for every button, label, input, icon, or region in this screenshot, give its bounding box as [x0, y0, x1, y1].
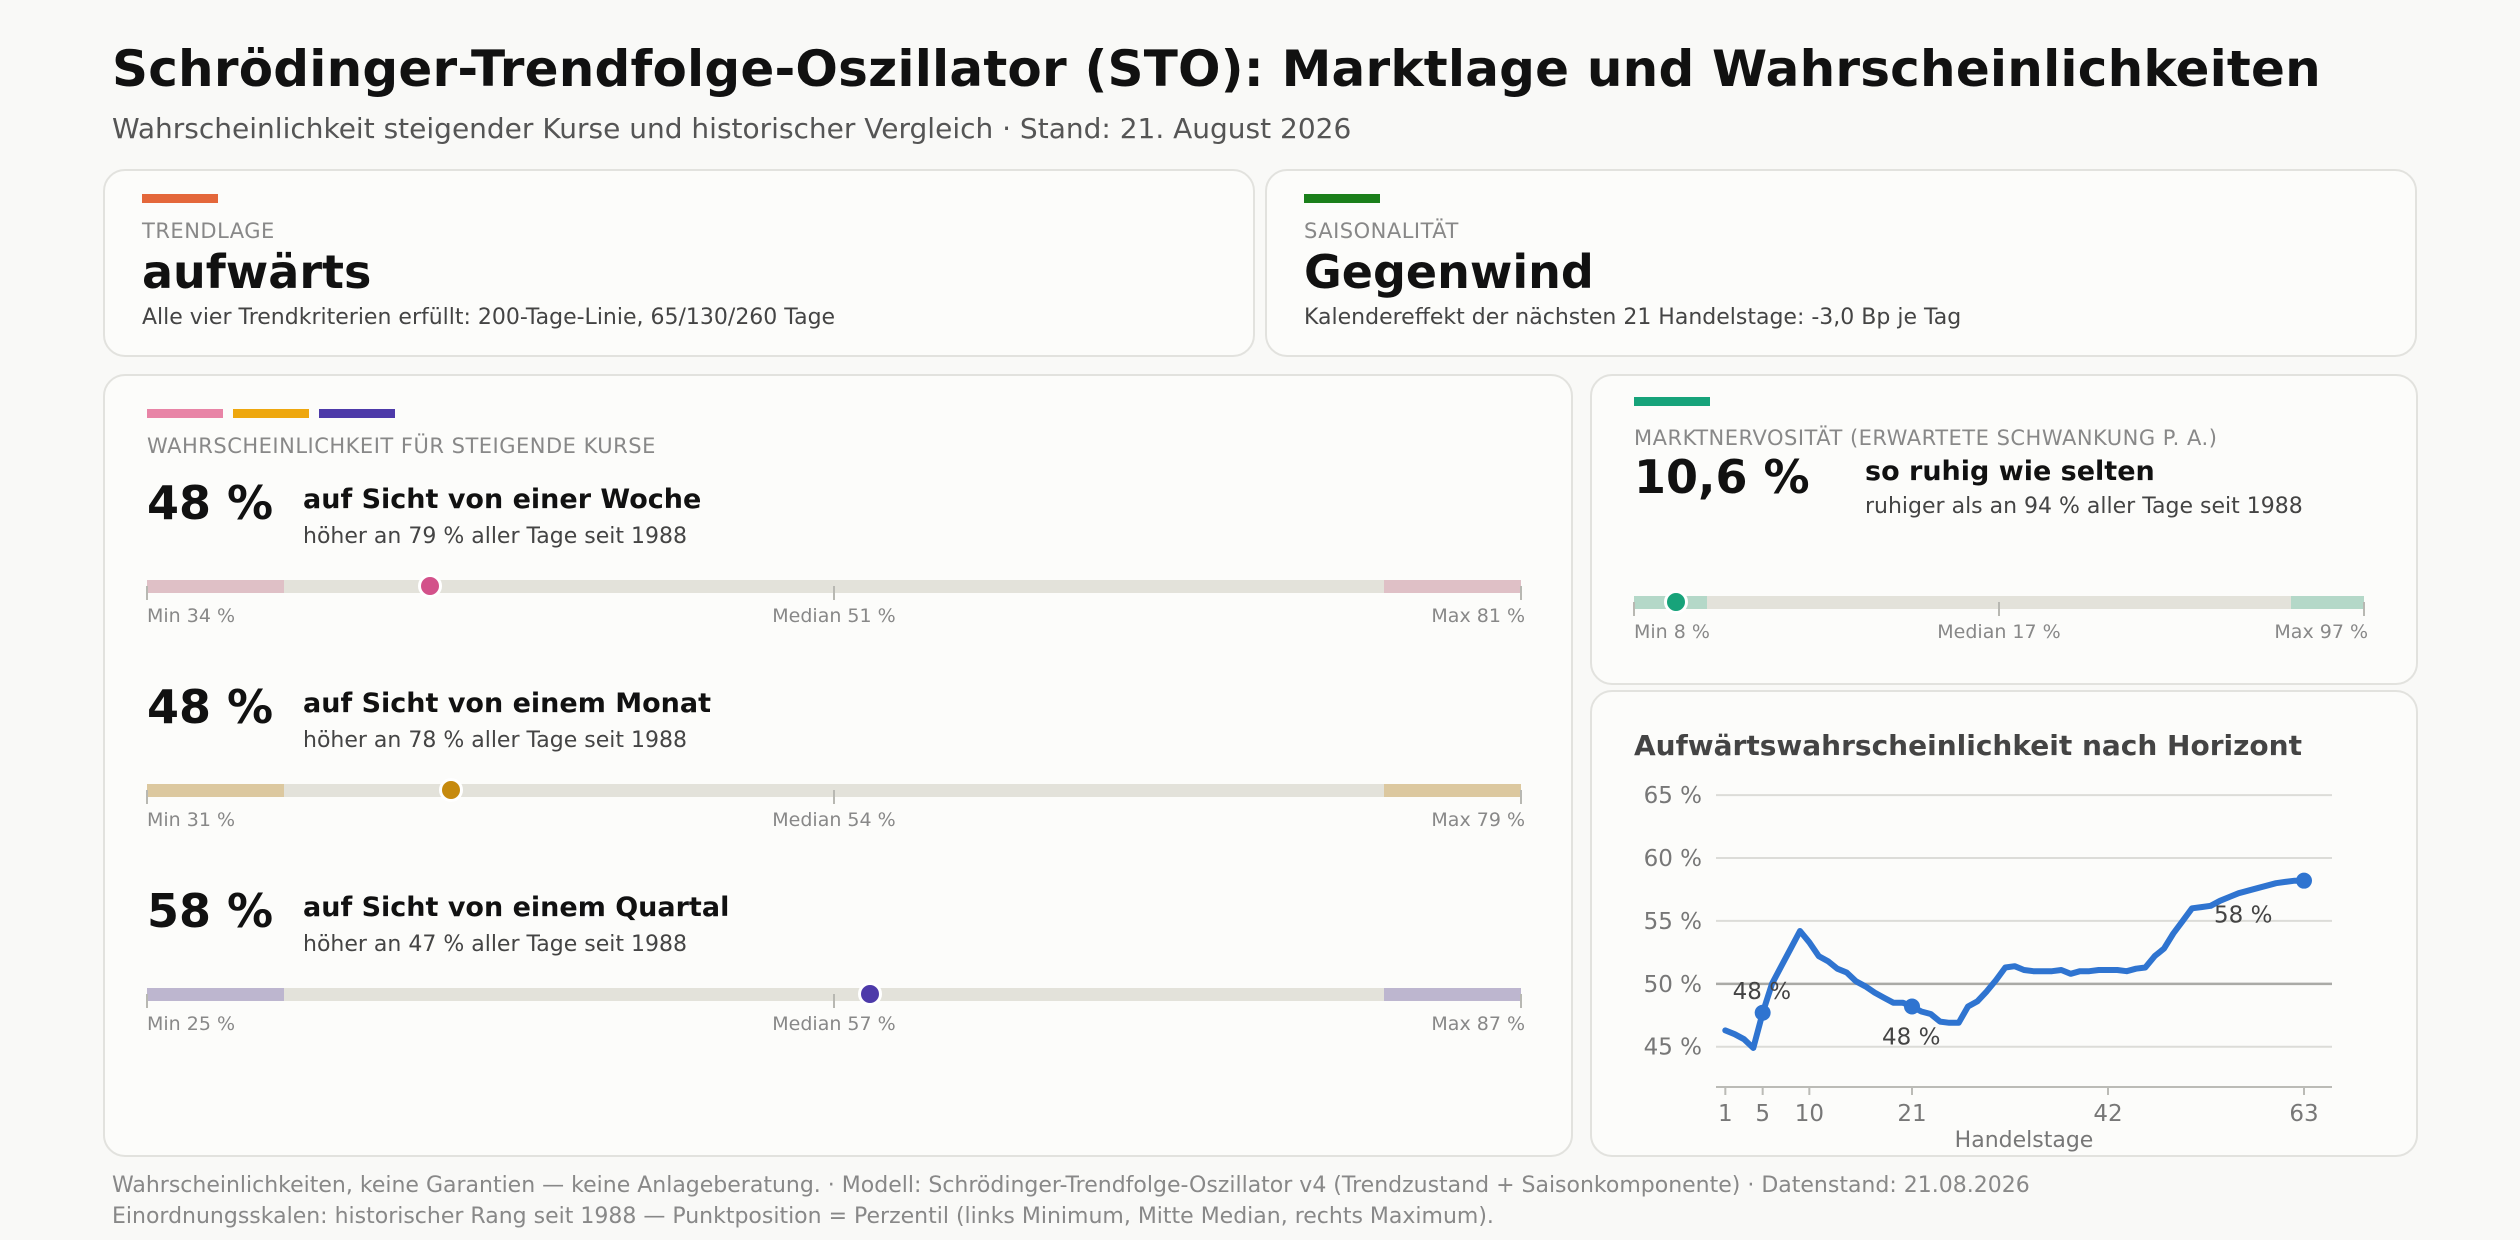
page-title: Schrödinger-Trendfolge-Oszillator (STO):…: [112, 40, 2321, 98]
y-tick-label: 45 %: [1644, 1035, 1702, 1061]
probability-accent-bar-month: [233, 409, 309, 418]
probability-row-quarter-percentile-dot: [857, 982, 882, 1006]
probability-row-week-scale-tick-max: [1520, 586, 1522, 600]
probability-row-month-scale-tick-min: [146, 790, 148, 804]
probability-row-month-rank: höher an 78 % aller Tage seit 1988: [303, 728, 687, 753]
chart-title: Aufwärtswahrscheinlichkeit nach Horizont: [1634, 729, 2302, 762]
highlight-point: [1904, 998, 1920, 1015]
trend-card: TRENDLAGE aufwärts Alle vier Trendkriter…: [103, 169, 1255, 357]
x-axis-label: Handelstage: [1955, 1128, 2094, 1153]
probability-row-week-scale-tick-median: [833, 586, 835, 600]
volatility-kicker: MARKTNERVOSITÄT (ERWARTETE SCHWANKUNG P.…: [1634, 426, 2218, 450]
probability-row-quarter-percent: 58 %: [147, 884, 274, 938]
probability-row-week-percent: 48 %: [147, 476, 274, 530]
series-line: [1722, 877, 2307, 1051]
x-tick-label: 42: [2093, 1101, 2122, 1127]
probability-kicker: WAHRSCHEINLICHKEIT FÜR STEIGENDE KURSE: [147, 434, 656, 458]
probability-card: WAHRSCHEINLICHKEIT FÜR STEIGENDE KURSE 4…: [103, 374, 1573, 1157]
y-tick-label: 60 %: [1644, 846, 1702, 872]
highlight-label: 58 %: [2214, 903, 2272, 929]
probability-row-month-scale-high-band: [1384, 784, 1521, 797]
volatility-card: MARKTNERVOSITÄT (ERWARTETE SCHWANKUNG P.…: [1590, 374, 2418, 685]
trend-description: Alle vier Trendkriterien erfüllt: 200-Ta…: [142, 305, 836, 330]
volatility-scale-tick-min: [1633, 602, 1635, 616]
volatility-scale-max-label: Max 97 %: [2274, 621, 2368, 643]
highlight-label: 48 %: [1733, 979, 1791, 1005]
probability-row-quarter-scale-high-band: [1384, 988, 1521, 1001]
probability-row-week-rank: höher an 79 % aller Tage seit 1988: [303, 524, 687, 549]
probability-row-week-scale-low-band: [147, 580, 284, 593]
volatility-headline: so ruhig wie selten: [1865, 456, 2155, 487]
probability-row-quarter-scale-tick-max: [1520, 994, 1522, 1008]
page-subtitle: Wahrscheinlichkeit steigender Kurse und …: [112, 112, 1352, 145]
x-tick-label: 5: [1755, 1101, 1770, 1127]
probability-row-week-horizon: auf Sicht von einer Woche: [303, 484, 702, 515]
footer-scale-note: Einordnungsskalen: historischer Rang sei…: [112, 1204, 1494, 1229]
volatility-percentile-dot: [1663, 590, 1688, 614]
trend-accent-bar: [142, 194, 218, 203]
season-description: Kalendereffekt der nächsten 21 Handelsta…: [1304, 305, 1962, 330]
season-accent-bar: [1304, 194, 1380, 203]
probability-row-quarter-scale-low-band: [147, 988, 284, 1001]
y-tick-label: 65 %: [1644, 783, 1702, 809]
x-tick-label: 10: [1795, 1101, 1824, 1127]
probability-row-week-scale-high-band: [1384, 580, 1521, 593]
probability-accent-bar-quarter: [319, 409, 395, 418]
volatility-value: 10,6 %: [1634, 450, 1810, 504]
probability-row-quarter-scale-max-label: Max 87 %: [1431, 1013, 1525, 1035]
probability-row-quarter-scale-min-label: Min 25 %: [147, 1013, 236, 1035]
x-tick-label: 1: [1718, 1101, 1733, 1127]
probability-row-quarter-scale-tick-median: [833, 994, 835, 1008]
probability-row-month-scale-median-label: Median 54 %: [772, 809, 896, 831]
probability-row-month-scale-min-label: Min 31 %: [147, 809, 236, 831]
probability-row-quarter-horizon: auf Sicht von einem Quartal: [303, 892, 730, 923]
volatility-scale-median-label: Median 17 %: [1937, 621, 2061, 643]
y-tick-label: 55 %: [1644, 909, 1702, 935]
probability-row-week-scale-tick-min: [146, 586, 148, 600]
probability-row-week-scale-max-label: Max 81 %: [1431, 605, 1525, 627]
x-tick-label: 63: [2289, 1101, 2318, 1127]
highlight-label: 48 %: [1882, 1024, 1940, 1050]
probability-row-quarter-scale-tick-min: [146, 994, 148, 1008]
probability-row-month-scale-tick-median: [833, 790, 835, 804]
probability-row-month-scale-max-label: Max 79 %: [1431, 809, 1525, 831]
footer-disclaimer: Wahrscheinlichkeiten, keine Garantien — …: [112, 1173, 2030, 1198]
x-tick-label: 21: [1897, 1101, 1926, 1127]
probability-row-month-scale-tick-max: [1520, 790, 1522, 804]
volatility-accent-bar: [1634, 397, 1710, 406]
highlight-point: [1754, 1004, 1771, 1021]
line-chart: 45 % 50 % 55 % 60 % 65 % 1 5 10 21 42 63 Handelstag…: [1644, 783, 2332, 1153]
season-kicker: SAISONALITÄT: [1304, 219, 1459, 243]
probability-row-quarter-rank: höher an 47 % aller Tage seit 1988: [303, 932, 687, 957]
season-card: SAISONALITÄT Gegenwind Kalendereffekt de…: [1265, 169, 2417, 357]
probability-row-week-scale-median-label: Median 51 %: [772, 605, 896, 627]
chart-card: Aufwärtswahrscheinlichkeit nach Horizont…: [1590, 690, 2418, 1157]
probability-row-week-percentile-dot: [418, 574, 443, 598]
volatility-scale-tick-median: [1998, 602, 2000, 616]
probability-row-month-percent: 48 %: [147, 680, 274, 734]
probability-row-week-scale-min-label: Min 34 %: [147, 605, 236, 627]
probability-row-quarter-scale-median-label: Median 57 %: [772, 1013, 896, 1035]
probability-accent-bar-week: [147, 409, 223, 418]
probability-row-month-scale-low-band: [147, 784, 284, 797]
probability-row-month-percentile-dot: [438, 778, 463, 802]
volatility-scale-tick-max: [2363, 602, 2365, 616]
volatility-rank: ruhiger als an 94 % aller Tage seit 1988: [1865, 494, 2303, 519]
trend-value: aufwärts: [142, 245, 372, 299]
highlight-point: [2296, 872, 2312, 889]
probability-row-month-horizon: auf Sicht von einem Monat: [303, 688, 711, 719]
season-value: Gegenwind: [1304, 245, 1594, 299]
volatility-scale-high-band: [2291, 596, 2364, 609]
volatility-scale-min-label: Min 8 %: [1634, 621, 1710, 643]
trend-kicker: TRENDLAGE: [142, 219, 275, 243]
y-tick-label: 50 %: [1644, 972, 1702, 998]
